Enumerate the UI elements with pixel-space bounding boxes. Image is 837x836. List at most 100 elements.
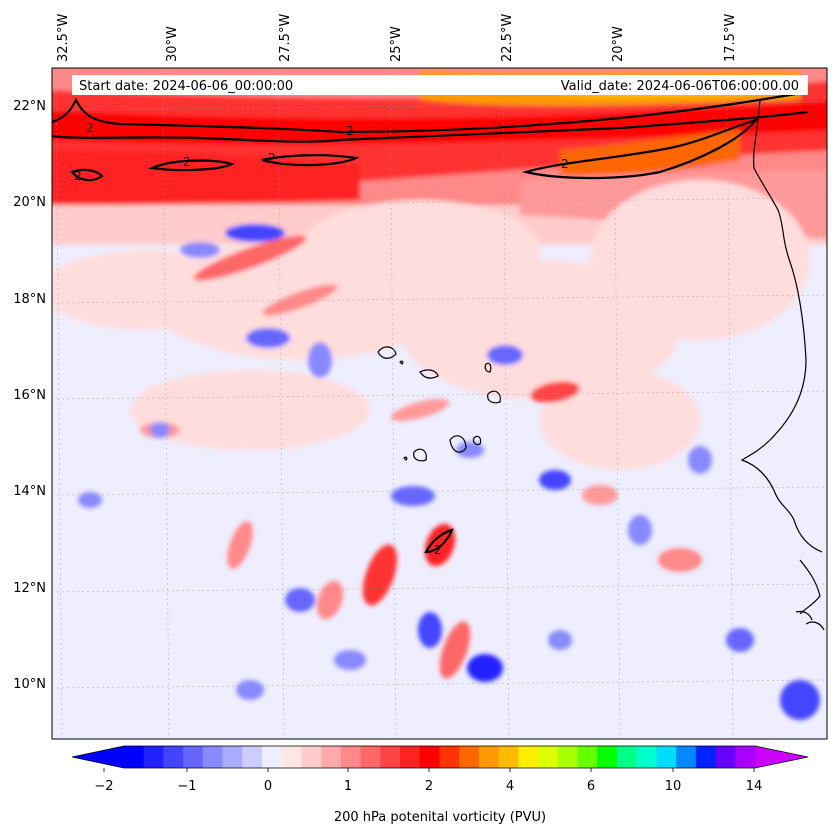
colorbar-bin [321, 746, 342, 768]
colorbar-tick-label: 1 [344, 779, 352, 794]
island [403, 456, 408, 461]
colorbar-tick-label: 0 [264, 779, 272, 794]
colorbar-bin [597, 746, 618, 768]
latitude-labels: 22°N 20°N 18°N 16°N 14°N 12°N 10°N [13, 99, 46, 692]
contour-label: 2 [86, 121, 94, 135]
colorbar-tick-label: 14 [746, 779, 763, 794]
lat-label: 10°N [13, 677, 46, 692]
colorbar-bin [242, 746, 263, 768]
start-date-label: Start date: 2024-06-06_00:00:00 [79, 79, 293, 94]
colorbar-bin [400, 746, 421, 768]
lat-label: 20°N [13, 195, 46, 210]
pv-contour [424, 528, 454, 554]
island [487, 390, 501, 404]
contour-label: 2 [434, 543, 442, 557]
colorbar-bin [340, 746, 362, 768]
colorbar-bin [577, 746, 598, 768]
colorbar-bin [360, 746, 381, 768]
colorbar-bin [735, 746, 756, 768]
contour-labels: 2 2 2 2 2 2 2 [74, 121, 569, 557]
colorbar: −2 −1 0 1 2 4 6 10 14 200 hPa potenital vorticit… [71, 745, 809, 825]
colorbar-tick-label: 4 [506, 779, 514, 794]
colorbar-bin [636, 746, 658, 768]
colorbar-bin [183, 746, 204, 768]
lon-label: 17.5°W [723, 14, 738, 62]
pv-contour [148, 159, 236, 172]
colorbar-bin [538, 746, 559, 768]
lat-label: 12°N [13, 581, 46, 596]
colorbar-bin [202, 746, 224, 768]
colorbar-bin [419, 746, 441, 768]
coastlines [377, 99, 825, 631]
colorbar-tick-label: 2 [425, 779, 433, 794]
lat-label: 18°N [13, 292, 46, 307]
colorbar-bin [518, 746, 539, 768]
gridlines [52, 68, 827, 739]
pv-contour [52, 110, 809, 143]
lon-label: 20°W [611, 26, 626, 62]
map-frame [51, 67, 828, 740]
colorbar-bin [478, 746, 500, 768]
island [413, 448, 427, 462]
island [419, 369, 439, 379]
island [377, 346, 397, 359]
colorbar-bin [262, 746, 283, 768]
colorbar-under-arrow [72, 746, 124, 768]
colorbar-bin [163, 746, 184, 768]
colorbar-bin [676, 746, 697, 768]
pv-contour [70, 168, 104, 182]
contour-label: 2 [183, 155, 191, 169]
coastline [805, 621, 825, 631]
colorbar-bin [439, 746, 460, 768]
header-box [72, 75, 808, 95]
lat-label: 14°N [13, 484, 46, 499]
colorbar-tick-label: −1 [177, 779, 196, 794]
colorbar-bin [380, 746, 401, 768]
pv-contour [521, 117, 760, 180]
colorbar-bin [695, 746, 717, 768]
colorbar-bin [301, 746, 322, 768]
colorbar-bin [222, 746, 243, 768]
lon-label: 25°W [389, 26, 404, 62]
lon-label: 22.5°W [500, 14, 515, 62]
island [399, 360, 404, 365]
colorbar-bins [124, 746, 756, 768]
coastline [740, 99, 823, 553]
colorbar-over-arrow [755, 746, 808, 768]
lat-label: 22°N [13, 99, 46, 114]
lon-label: 30°W [165, 26, 180, 62]
island [449, 435, 467, 453]
colorbar-bin [715, 746, 736, 768]
colorbar-bin [459, 746, 480, 768]
pv-contour [261, 154, 360, 167]
coastline [799, 559, 821, 615]
contour-label: 2 [74, 169, 82, 183]
colorbar-bin [498, 746, 519, 768]
island [484, 362, 492, 373]
map-panel: Start date: 2024-06-06_00:00:00 Valid_da… [13, 14, 828, 740]
longitude-labels: 32.5°W 30°W 27.5°W 25°W 22.5°W 20°W 17.5… [56, 14, 738, 62]
colorbar-bin [281, 746, 303, 768]
pv-2-contours [52, 90, 809, 554]
coastline [795, 610, 813, 621]
colorbar-bin [124, 746, 145, 768]
valid-date-label: Valid_date: 2024-06-06T06:00:00.00 [561, 79, 799, 94]
pv-contour [52, 90, 809, 134]
lat-label: 16°N [13, 388, 46, 403]
contour-label: 2 [268, 151, 276, 165]
colorbar-tick-label: 10 [665, 779, 682, 794]
lon-label: 32.5°W [56, 14, 71, 62]
lon-label: 27.5°W [278, 14, 293, 62]
colorbar-tick-label: 6 [587, 779, 595, 794]
contour-label: 2 [346, 124, 354, 138]
colorbar-bin [616, 746, 638, 768]
colorbar-bin [143, 746, 165, 768]
colorbar-label: 200 hPa potenital vorticity (PVU) [334, 810, 546, 825]
contour-label: 2 [561, 157, 569, 171]
island [472, 435, 482, 446]
colorbar-bin [557, 746, 579, 768]
colorbar-bin [656, 746, 677, 768]
colorbar-ticks: −2 −1 0 1 2 4 6 10 14 [94, 768, 762, 794]
colorbar-outline [71, 745, 809, 769]
